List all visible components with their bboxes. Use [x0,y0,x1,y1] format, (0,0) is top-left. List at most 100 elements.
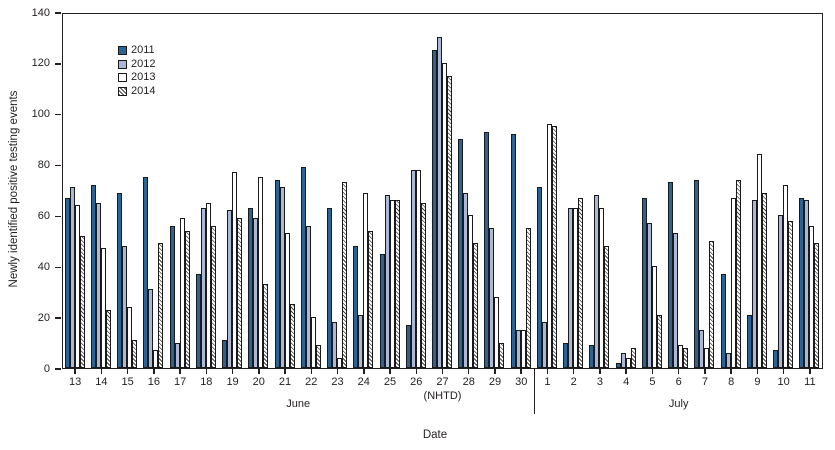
legend: 2011 2012 2013 2014 [118,44,155,98]
bar-2011-8 [720,274,726,368]
x-tick-mark [467,369,470,374]
x-tick-mark [100,369,103,374]
bar-2012-9 [751,200,757,368]
x-tick-mark [677,369,680,374]
bar-2013-16 [153,350,159,368]
bar-2013-14 [100,248,106,368]
bar-2014-21 [289,304,295,368]
bar-2011-13 [64,198,70,368]
bar-group-28 [458,14,479,368]
bar-group-1 [536,14,557,368]
bar-2011-7 [694,180,700,368]
bar-group-9 [746,14,767,368]
legend-label: 2012 [131,57,156,70]
bar-2014-26 [420,203,426,368]
x-tick-label-1: 1 [544,376,551,388]
legend-label: 2011 [131,44,155,57]
legend-swatch-2013 [118,73,127,83]
bar-2013-18 [205,203,211,368]
x-tick-label-17: 17 [173,376,187,388]
bar-2011-17 [169,226,175,368]
bar-group-5 [641,14,662,368]
y-tick-mark [55,266,61,269]
bar-2011-24 [353,246,359,368]
bar-2011-4 [615,363,621,368]
x-tick-label-18: 18 [200,376,213,388]
bar-2012-2 [568,208,574,368]
y-tick-label: 0 [43,362,50,375]
legend-swatch-2011 [118,46,127,56]
bar-group-10 [773,14,794,368]
bar-2011-26 [405,325,411,368]
bar-2011-6 [668,182,674,368]
bar-2014-14 [105,310,111,368]
x-tick-label-28: 28 [462,376,475,388]
bar-2014-22 [315,345,321,368]
x-tick-mark [494,369,496,374]
bar-2013-26 [415,170,421,368]
x-tick-mark [179,369,181,374]
bar-2014-20 [263,284,269,368]
y-tick-mark [55,113,61,116]
y-tick-label: 120 [31,57,50,70]
x-tick-label-10: 10 [777,376,790,388]
bar-2014-4 [630,348,636,368]
y-tick-label: 80 [37,159,50,172]
bar-2012-25 [384,195,390,368]
bar-2013-30 [520,330,526,368]
bar-2014-8 [735,180,741,368]
bar-2013-4 [625,358,631,368]
x-tick-label-2: 2 [570,376,577,388]
bar-group-20 [248,14,269,368]
bar-2014-30 [525,228,531,368]
bar-2013-6 [678,345,684,368]
nhtd-annotation: (NHTD) [423,390,462,402]
bar-group-15 [117,14,138,368]
bar-2012-30 [515,330,521,368]
plot-area [62,13,823,369]
bar-2014-17 [184,231,190,368]
bar-group-2 [563,14,584,368]
bar-2013-25 [389,200,395,368]
bar-group-25 [379,14,400,368]
x-axis-title: Date [422,429,448,441]
bar-2014-24 [368,231,374,368]
legend-item-2014: 2014 [118,85,155,99]
bar-2012-15 [122,246,128,368]
bar-group-7 [694,14,715,368]
bar-group-14 [90,14,111,368]
bar-group-4 [615,14,636,368]
x-tick-label-20: 20 [252,376,265,388]
x-tick-mark [782,369,785,374]
bar-2012-6 [673,233,679,368]
bar-2011-11 [799,198,805,368]
y-tick-mark [55,368,61,370]
legend-swatch-2014 [118,86,127,96]
bar-2011-22 [300,167,306,368]
x-tick-label-7: 7 [701,376,708,388]
bar-group-21 [274,14,295,368]
bar-2013-5 [651,266,657,368]
x-tick-label-24: 24 [357,376,370,388]
bar-2013-13 [74,205,80,368]
bar-2014-15 [132,340,138,368]
bar-2012-16 [148,289,154,368]
bar-2012-11 [804,200,810,368]
bar-2012-18 [200,208,206,368]
bar-2012-1 [541,322,547,368]
bar-group-29 [484,14,505,368]
bar-2013-20 [258,177,264,368]
bar-group-3 [589,14,610,368]
bar-2013-1 [546,124,552,368]
x-tick-label-16: 16 [147,376,160,388]
x-tick-label-8: 8 [728,376,735,388]
bar-2013-24 [363,193,369,368]
bar-2011-14 [90,185,96,368]
x-tick-label-5: 5 [649,376,656,388]
bar-2014-11 [814,243,820,368]
bar-group-11 [799,14,820,368]
x-tick-mark [336,369,339,374]
bar-2013-27 [442,63,447,368]
bar-2014-19 [237,218,243,368]
bar-2012-14 [95,203,101,368]
